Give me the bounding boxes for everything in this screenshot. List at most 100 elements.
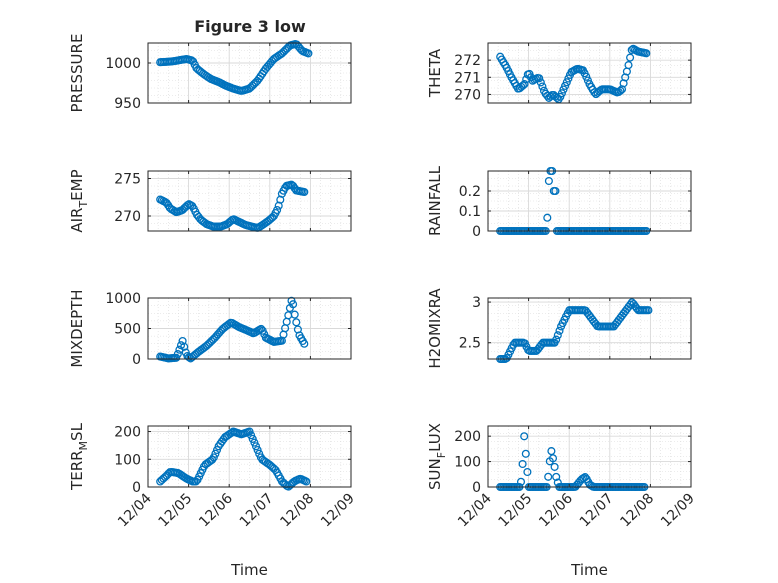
data-point [300,187,309,197]
y-tick-label: 1000 [105,291,141,307]
data-point [173,350,182,359]
data-point [209,453,218,462]
subplot-4: 0 0.1 0.2 RAINFALL [426,165,692,240]
data-point [273,205,282,215]
data-point [551,186,560,196]
data-point [255,449,264,458]
data-point [211,449,220,458]
data-point [172,353,181,362]
data-point [516,477,526,486]
y-tick-label: 2.5 [459,336,481,352]
y-tick-label: 0 [472,480,481,496]
data-point [184,353,194,362]
data-point [302,477,311,486]
data-point [582,72,591,81]
y-tick-label: 1000 [105,56,141,72]
data-point [548,454,558,463]
y-axis-label: RAINFALL [426,165,444,236]
y-axis-label: H2OMIXRA [426,288,444,369]
axes-box [487,170,692,232]
data-point [178,336,187,346]
data-point [289,300,298,309]
data-point [212,445,222,455]
data-point [642,49,651,58]
y-tick-label: 100 [454,455,481,471]
data-point [543,213,552,222]
axes-box [147,170,352,232]
y-axis-label: SUNFLUX [426,423,448,490]
y-tick-label: 200 [454,429,481,445]
y-tick-label: 0 [132,352,141,368]
y-axis-label: THETA [426,48,444,98]
y-tick-label: 0.2 [459,184,481,200]
data-point [561,81,570,90]
data-point [251,442,261,451]
subplot-3: 270 275 AIRTEMP [68,169,352,233]
data-point [520,80,529,89]
axes-box [147,42,352,104]
axes-box [147,425,352,488]
data-point [248,434,257,443]
data-point [555,326,564,335]
y-tick-label: 950 [114,96,141,112]
y-tick-label: 3 [472,295,481,311]
y-axis-label: AIRTEMP [68,169,90,232]
data-point [290,310,299,319]
x-axis-label: Time [570,561,608,579]
y-axis-label: TERRMSL [68,422,90,491]
data-point [550,462,559,471]
y-axis-label: MIXDEPTH [68,289,86,367]
data-point [535,74,544,83]
data-point [538,82,547,91]
subplot-1: 950 1000 PRESSURE [68,34,352,113]
data-point [544,472,553,481]
data-point [180,342,189,351]
data-point [552,335,561,344]
data-point [553,331,562,340]
axes-box [487,297,692,360]
y-tick-label: 0.1 [459,204,481,220]
data-point [626,300,635,309]
y-tick-label: 275 [114,172,141,188]
data-point [523,467,532,477]
axes-box [487,42,692,104]
y-tick-label: 0 [132,480,141,496]
data-point [552,472,561,481]
data-point [245,427,254,436]
y-tick-label: 270 [114,209,141,225]
data-point [616,86,625,95]
data-point [518,459,527,469]
axes-box [487,425,692,488]
data-point [520,432,529,441]
y-tick-label: 200 [114,425,141,441]
y-tick-label: 272 [454,53,481,69]
data-point [626,53,635,62]
data-point [547,447,556,456]
data-point [562,78,571,87]
data-point [644,306,653,315]
data-point [183,201,192,210]
subplot-6: 2.5 3 H2OMIXRA [426,288,692,369]
data-point [536,78,545,87]
data-point [250,438,259,447]
data-point [300,339,309,348]
y-tick-label: 100 [114,452,141,468]
data-point [292,318,301,327]
y-tick-label: 271 [454,70,481,86]
figure-title: Figure 3 low [194,17,306,36]
y-tick-label: 270 [454,87,481,103]
data-point [557,89,566,98]
data-point [253,445,262,455]
data-point [247,431,256,440]
data-point [304,49,313,58]
subplot-5: 0 500 1000 MIXDEPTH [68,289,352,368]
data-point [624,61,633,70]
x-axis-label: Time [230,561,268,579]
data-point [521,449,530,458]
y-tick-label: 500 [114,322,141,338]
y-axis-label: PRESSURE [68,34,86,113]
y-tick-label: 0 [472,224,481,240]
data-point [518,81,527,90]
